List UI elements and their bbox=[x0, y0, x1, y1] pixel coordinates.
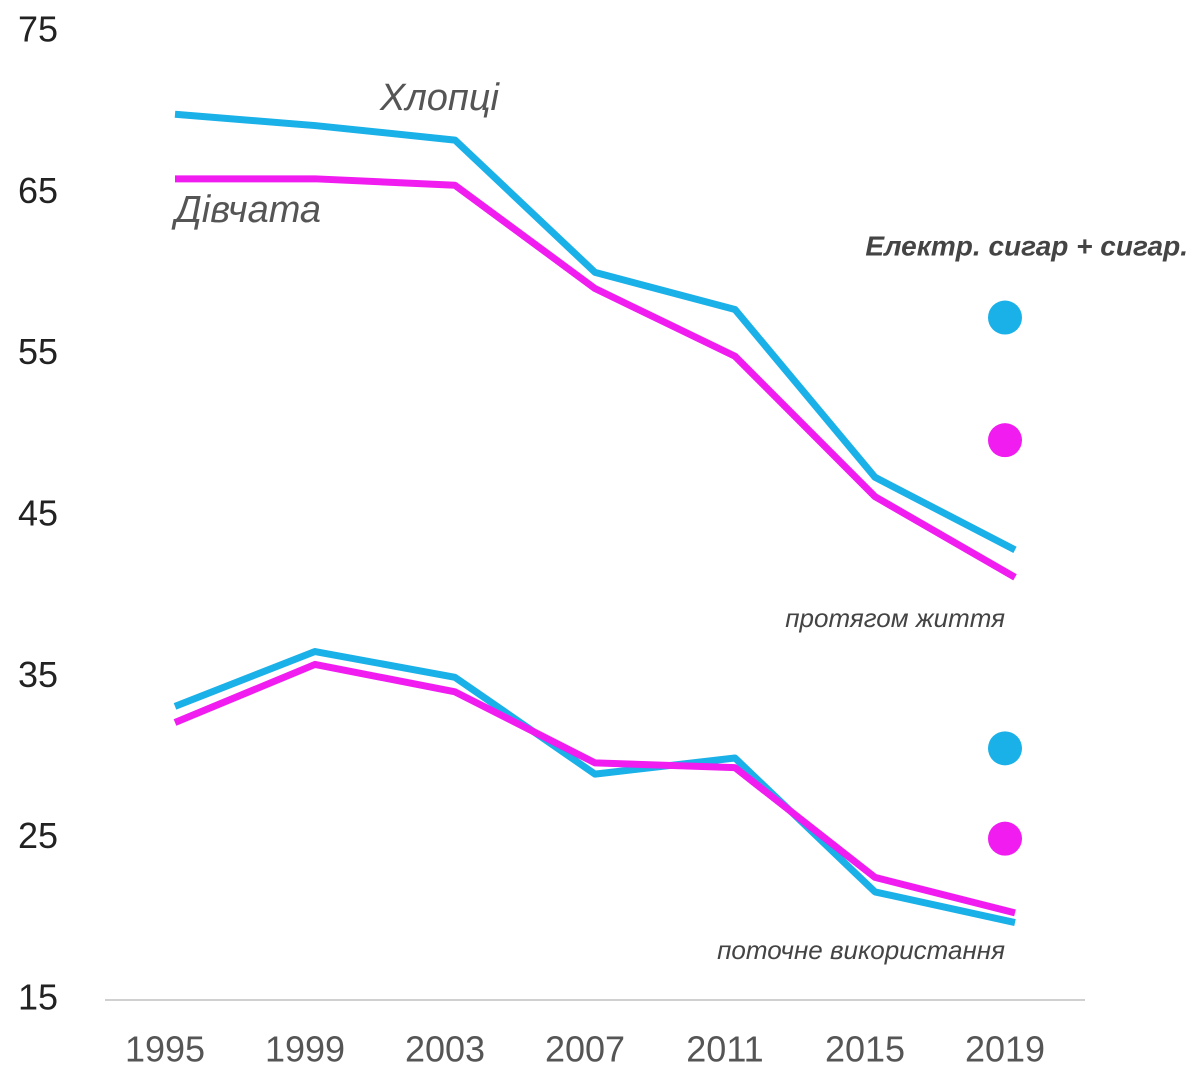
series-line bbox=[173, 648, 1016, 926]
series-line bbox=[175, 175, 1017, 581]
marker-dot bbox=[988, 423, 1022, 458]
x-tick-label: 2015 bbox=[825, 1029, 905, 1069]
x-tick-label: 2011 bbox=[686, 1029, 763, 1069]
x-tick-label: 1999 bbox=[265, 1029, 345, 1069]
y-tick-label: 45 bbox=[18, 493, 58, 534]
series-label: Дівчата bbox=[171, 189, 321, 231]
marker-title: Електр. сигар + сигар. bbox=[865, 230, 1188, 261]
y-tick-label: 25 bbox=[18, 815, 58, 856]
y-tick-label: 15 bbox=[18, 977, 58, 1018]
series-label: Хлопці bbox=[379, 77, 501, 119]
y-tick-label: 65 bbox=[18, 170, 58, 211]
x-tick-label: 2019 bbox=[965, 1029, 1045, 1069]
x-tick-label: 1995 bbox=[125, 1029, 205, 1069]
y-tick-label: 75 bbox=[18, 9, 58, 50]
annotation: поточне використання bbox=[717, 935, 1005, 965]
marker-dot bbox=[988, 821, 1022, 856]
series-line bbox=[174, 110, 1017, 553]
series-line bbox=[173, 660, 1016, 917]
y-tick-label: 35 bbox=[18, 654, 58, 695]
marker-dot bbox=[988, 731, 1022, 766]
y-tick-label: 55 bbox=[18, 331, 58, 372]
x-tick-label: 2007 bbox=[545, 1029, 625, 1069]
annotation: протягом життя bbox=[785, 603, 1005, 633]
x-tick-label: 2003 bbox=[405, 1029, 485, 1069]
marker-dot bbox=[988, 300, 1022, 335]
